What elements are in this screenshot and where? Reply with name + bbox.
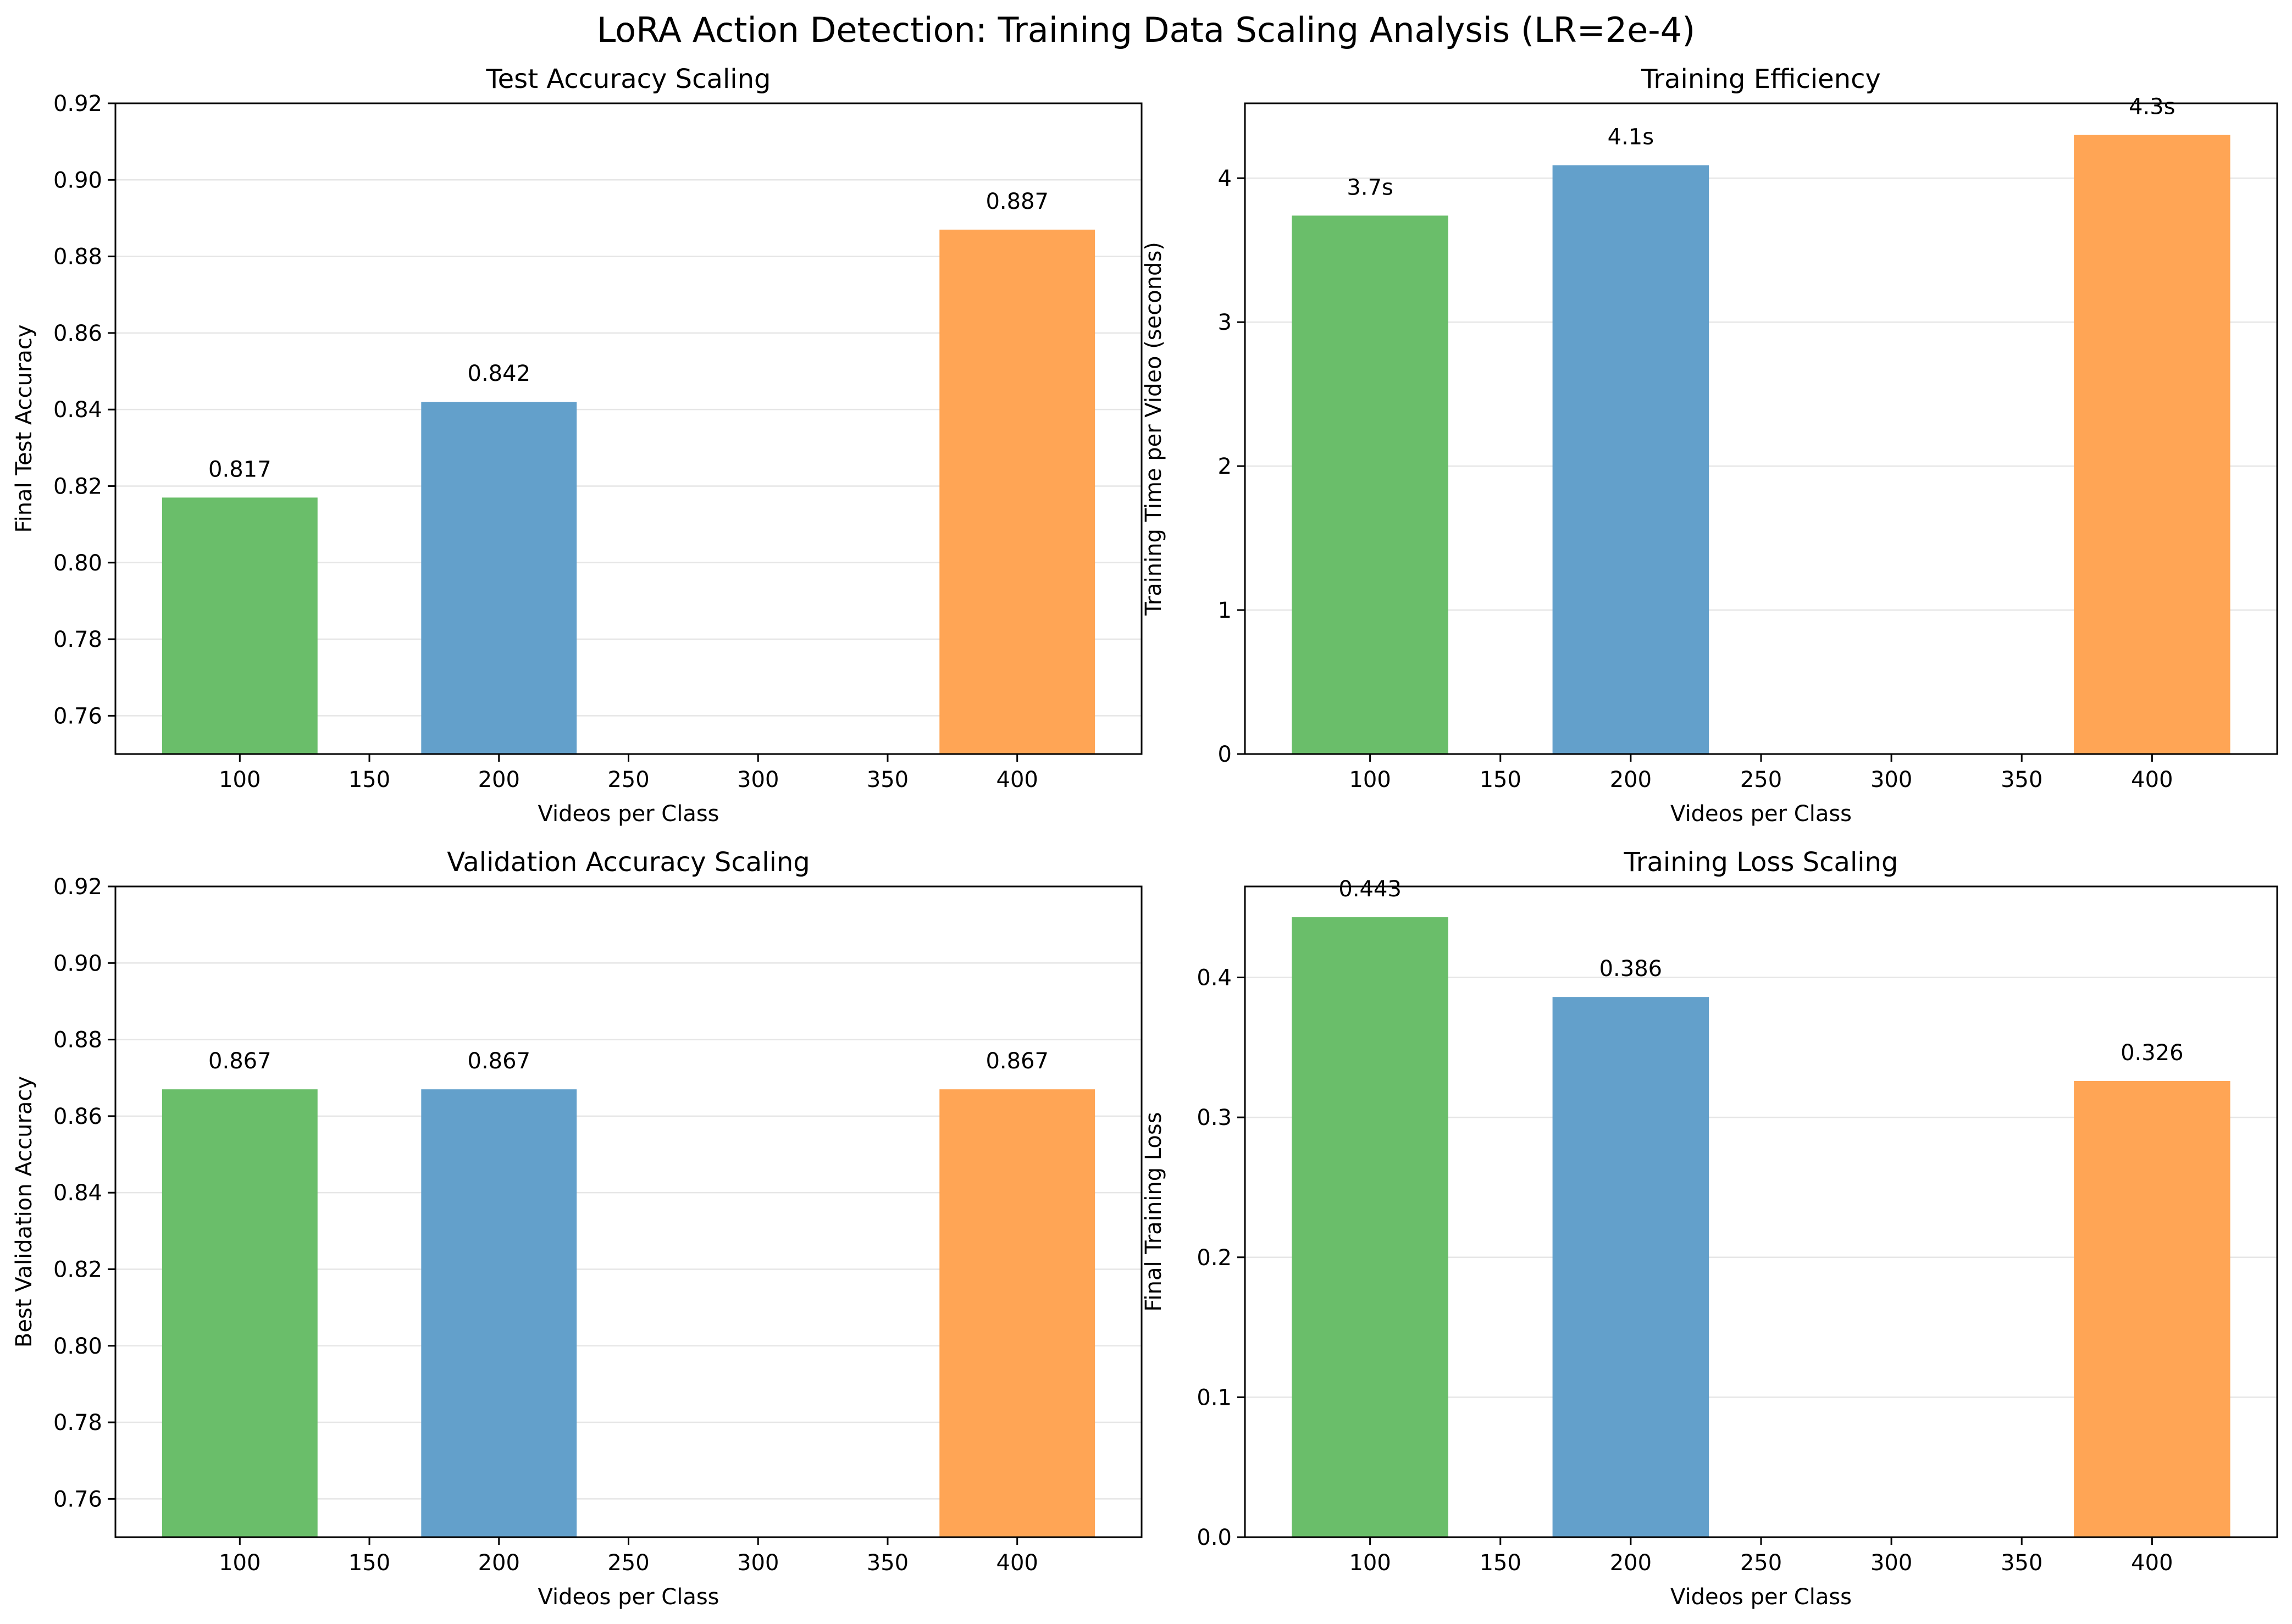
bar bbox=[939, 1089, 1095, 1537]
y-tick-label: 0.90 bbox=[53, 951, 102, 976]
bar-value-label: 0.386 bbox=[1599, 956, 1663, 982]
bar bbox=[2074, 1080, 2230, 1537]
chart-panel-3: 0.867 0.867 0.867 100 150 200 250 300 350 400 0.76… bbox=[12, 847, 1143, 1610]
bar-value-label: 0.817 bbox=[208, 457, 272, 482]
bar-value-label: 0.867 bbox=[986, 1049, 1049, 1074]
x-tick-label: 200 bbox=[1610, 1550, 1652, 1576]
y-tick-label: 0.80 bbox=[53, 551, 102, 576]
bar bbox=[1292, 215, 1448, 754]
bar bbox=[939, 229, 1095, 754]
y-tick-label: 0.76 bbox=[53, 1487, 102, 1512]
figure-title: LoRA Action Detection: Training Data Sca… bbox=[596, 10, 1696, 50]
y-tick-label: 0.4 bbox=[1197, 966, 1232, 991]
y-tick-label: 0.92 bbox=[53, 874, 102, 900]
chart-title: Test Accuracy Scaling bbox=[485, 64, 771, 95]
x-tick-label: 350 bbox=[867, 767, 909, 792]
chart-panel-4: 0.443 0.386 0.326 100 150 200 250 300 350 400 0.0 0… bbox=[1141, 847, 2278, 1610]
x-tick-label: 300 bbox=[737, 1550, 779, 1576]
x-tick-label: 150 bbox=[1480, 767, 1521, 792]
x-tick-label: 250 bbox=[607, 767, 649, 792]
x-tick-label: 250 bbox=[607, 1550, 649, 1576]
x-tick-label: 200 bbox=[478, 767, 520, 792]
y-tick-label: 0.86 bbox=[53, 321, 102, 346]
x-tick-label: 400 bbox=[2131, 1550, 2173, 1576]
bar-value-label: 0.443 bbox=[1338, 877, 1402, 902]
x-tick-label: 150 bbox=[348, 767, 390, 792]
y-tick-label: 3 bbox=[1218, 310, 1232, 335]
y-axis-label: Final Test Accuracy bbox=[12, 324, 37, 533]
chart-panel-2: 3.7s 4.1s 4.3s 100 150 200 250 300 350 400 0 1 2 3 4 Tr… bbox=[1141, 64, 2278, 827]
bar bbox=[1292, 917, 1448, 1537]
x-tick-label: 350 bbox=[867, 1550, 909, 1576]
y-tick-label: 0.2 bbox=[1197, 1245, 1232, 1271]
bar-value-label: 4.1s bbox=[1608, 125, 1654, 150]
bar bbox=[1552, 165, 1709, 754]
chart-title: Training Loss Scaling bbox=[1623, 847, 1898, 878]
bar-value-label: 0.326 bbox=[2121, 1040, 2184, 1066]
x-axis-label: Videos per Class bbox=[538, 801, 719, 827]
x-axis-label: Videos per Class bbox=[1670, 801, 1852, 827]
bar-value-label: 3.7s bbox=[1347, 175, 1393, 200]
y-tick-label: 4 bbox=[1218, 166, 1232, 191]
x-tick-label: 250 bbox=[1740, 767, 1782, 792]
y-tick-label: 0.88 bbox=[53, 1028, 102, 1053]
bar-value-label: 0.867 bbox=[468, 1049, 531, 1074]
x-tick-label: 200 bbox=[1610, 767, 1652, 792]
bar-value-label: 4.3s bbox=[2129, 95, 2175, 120]
y-axis-label: Training Time per Video (seconds) bbox=[1141, 242, 1166, 616]
x-tick-label: 400 bbox=[996, 1550, 1038, 1576]
bar bbox=[2074, 135, 2230, 755]
x-tick-label: 100 bbox=[1349, 767, 1391, 792]
y-tick-label: 0.78 bbox=[53, 1410, 102, 1435]
x-tick-label: 250 bbox=[1740, 1550, 1782, 1576]
x-tick-label: 350 bbox=[2001, 1550, 2042, 1576]
x-tick-label: 100 bbox=[219, 767, 261, 792]
bar bbox=[162, 1089, 318, 1537]
x-axis-label: Videos per Class bbox=[538, 1584, 719, 1610]
x-tick-label: 200 bbox=[478, 1550, 520, 1576]
bar-value-label: 0.887 bbox=[986, 189, 1049, 214]
y-axis-label: Best Validation Accuracy bbox=[12, 1076, 37, 1348]
bar-value-label: 0.842 bbox=[468, 361, 531, 386]
chart-title: Training Efficiency bbox=[1641, 64, 1881, 95]
y-tick-label: 0.76 bbox=[53, 703, 102, 729]
y-axis-label: Final Training Loss bbox=[1141, 1112, 1166, 1311]
bar bbox=[421, 402, 577, 754]
y-tick-label: 2 bbox=[1218, 454, 1232, 479]
x-tick-label: 300 bbox=[737, 767, 779, 792]
chart-panel-1: 0.817 0.842 0.887 100 150 200 250 300 350 400 0.76… bbox=[12, 64, 1143, 827]
y-tick-label: 0.84 bbox=[53, 397, 102, 423]
x-tick-label: 100 bbox=[219, 1550, 261, 1576]
y-tick-label: 0.82 bbox=[53, 474, 102, 499]
bar bbox=[421, 1089, 577, 1537]
y-tick-label: 0.84 bbox=[53, 1180, 102, 1206]
chart-title: Validation Accuracy Scaling bbox=[447, 847, 810, 878]
x-tick-label: 100 bbox=[1349, 1550, 1391, 1576]
y-tick-label: 0.0 bbox=[1197, 1525, 1232, 1550]
x-tick-label: 400 bbox=[996, 767, 1038, 792]
x-tick-label: 400 bbox=[2131, 767, 2173, 792]
x-axis-label: Videos per Class bbox=[1670, 1584, 1852, 1610]
x-tick-label: 150 bbox=[348, 1550, 390, 1576]
x-tick-label: 300 bbox=[1870, 1550, 1912, 1576]
y-tick-label: 0.92 bbox=[53, 91, 102, 117]
y-tick-label: 0.90 bbox=[53, 168, 102, 193]
y-tick-label: 0.3 bbox=[1197, 1105, 1232, 1130]
x-tick-label: 350 bbox=[2001, 767, 2042, 792]
y-tick-label: 0.1 bbox=[1197, 1385, 1232, 1410]
y-tick-label: 0.80 bbox=[53, 1334, 102, 1359]
x-tick-label: 300 bbox=[1870, 767, 1912, 792]
bar bbox=[162, 497, 318, 754]
y-tick-label: 0.82 bbox=[53, 1257, 102, 1282]
bar bbox=[1552, 997, 1709, 1537]
y-tick-label: 1 bbox=[1218, 598, 1232, 623]
y-tick-label: 0 bbox=[1218, 742, 1232, 767]
y-tick-label: 0.78 bbox=[53, 627, 102, 652]
x-tick-label: 150 bbox=[1480, 1550, 1521, 1576]
y-tick-label: 0.86 bbox=[53, 1104, 102, 1129]
y-tick-label: 0.88 bbox=[53, 245, 102, 270]
bar-value-label: 0.867 bbox=[208, 1049, 272, 1074]
